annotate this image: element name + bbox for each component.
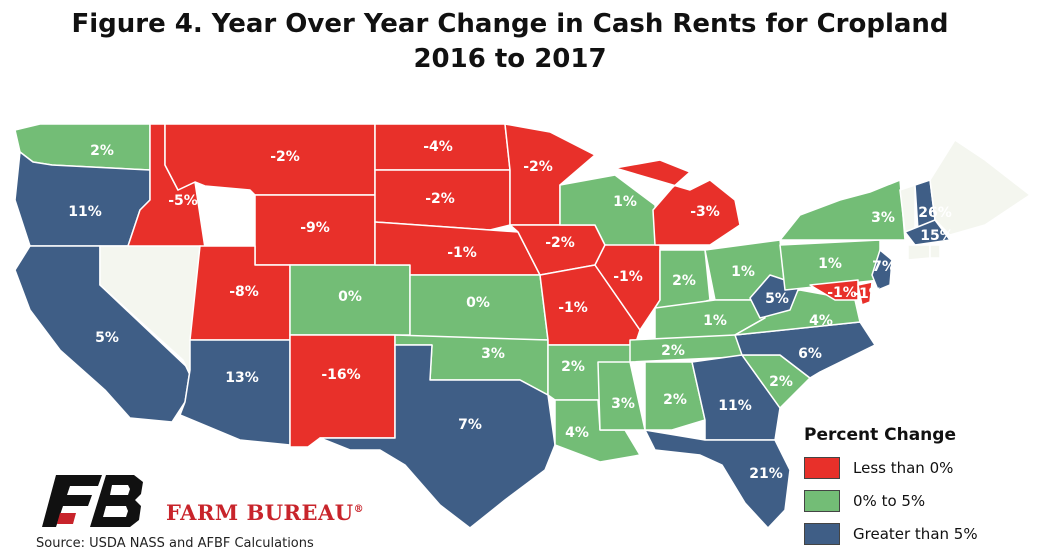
legend-item-high: Greater than 5% xyxy=(804,522,1044,546)
state-label-ut: -8% xyxy=(229,284,259,300)
legend-title: Percent Change xyxy=(804,425,956,445)
state-label-ia: -2% xyxy=(545,235,575,251)
state-label-sd: -2% xyxy=(425,191,455,207)
state-nm xyxy=(289,334,396,448)
state-tx xyxy=(319,344,556,529)
state-label-ma: 15% xyxy=(920,228,954,244)
state-label-sc: 2% xyxy=(769,374,793,390)
state-label-tn: 2% xyxy=(661,343,685,359)
state-label-al: 2% xyxy=(663,392,687,408)
state-nj xyxy=(871,249,893,291)
state-label-co: 0% xyxy=(338,289,362,305)
state-label-nm: -16% xyxy=(321,367,360,383)
state-az xyxy=(179,339,291,446)
legend-swatch-negative xyxy=(804,457,840,479)
state-nc xyxy=(734,321,876,379)
state-label-mn: -2% xyxy=(523,159,553,175)
state-label-or: 11% xyxy=(68,204,102,220)
brand-name: FARM BUREAU® xyxy=(166,500,364,525)
state-me xyxy=(929,139,1031,236)
legend: Percent Change Less than 0% 0% to 5% Gre… xyxy=(804,425,1044,555)
legend-label-high: Greater than 5% xyxy=(853,525,978,543)
state-al xyxy=(644,361,706,431)
state-ct xyxy=(907,244,931,261)
state-la xyxy=(554,399,641,463)
state-il xyxy=(594,244,661,331)
map-title-line1: Figure 4. Year Over Year Change in Cash … xyxy=(71,9,949,39)
state-label-ar: 2% xyxy=(561,359,585,375)
state-label-wv: 5% xyxy=(765,291,789,307)
state-label-nh: 26% xyxy=(918,205,952,221)
state-label-va: 4% xyxy=(809,313,833,329)
state-label-fl: 21% xyxy=(749,466,783,482)
map-title-line2: 2016 to 2017 xyxy=(413,44,607,74)
state-label-ga: 11% xyxy=(718,398,752,414)
state-label-oh: 1% xyxy=(731,264,755,280)
state-label-nc: 6% xyxy=(798,346,822,362)
state-label-ny: 3% xyxy=(871,210,895,226)
state-label-pa: 1% xyxy=(818,256,842,272)
state-label-id: -5% xyxy=(168,193,198,209)
state-label-mt: -2% xyxy=(270,149,300,165)
state-label-il: -1% xyxy=(613,269,643,285)
state-label-in: 2% xyxy=(672,273,696,289)
state-label-az: 13% xyxy=(225,370,259,386)
state-label-wa: 2% xyxy=(90,143,114,159)
state-label-mo: -1% xyxy=(558,300,588,316)
legend-item-negative: Less than 0% xyxy=(804,456,1044,480)
state-label-ms: 3% xyxy=(611,396,635,412)
state-md xyxy=(809,279,859,301)
legend-swatch-low xyxy=(804,490,840,512)
brand-registered-mark: ® xyxy=(353,504,365,515)
state-mi xyxy=(614,159,741,246)
state-label-ne: -1% xyxy=(447,245,477,261)
source-note: Source: USDA NASS and AFBF Calculations xyxy=(36,536,314,551)
state-label-ks: 0% xyxy=(466,295,490,311)
state-label-ky: 1% xyxy=(703,313,727,329)
farm-bureau-logo-icon xyxy=(42,475,143,527)
state-label-wy: -9% xyxy=(300,220,330,236)
state-fl xyxy=(644,429,791,529)
state-label-tx: 7% xyxy=(458,417,482,433)
legend-label-low: 0% to 5% xyxy=(853,492,926,510)
state-label-nd: -4% xyxy=(423,139,453,155)
state-ma xyxy=(904,219,951,246)
state-label-ok: 3% xyxy=(481,346,505,362)
legend-swatch-high xyxy=(804,523,840,545)
state-label-md: -1% xyxy=(827,285,857,301)
legend-label-negative: Less than 0% xyxy=(853,459,954,477)
state-sd xyxy=(374,169,511,231)
state-label-mi: -3% xyxy=(690,204,720,220)
state-ms xyxy=(597,361,646,431)
state-ny xyxy=(779,179,906,241)
state-de xyxy=(857,281,873,306)
brand-name-text: FARM BUREAU xyxy=(166,500,354,525)
state-label-la: 4% xyxy=(565,425,589,441)
state-label-ca: 5% xyxy=(95,330,119,346)
state-label-de: -1% xyxy=(853,286,883,302)
legend-item-low: 0% to 5% xyxy=(804,489,1044,513)
state-label-wi: 1% xyxy=(613,194,637,210)
state-label-nj: 7% xyxy=(872,259,896,275)
state-ri xyxy=(929,244,941,259)
